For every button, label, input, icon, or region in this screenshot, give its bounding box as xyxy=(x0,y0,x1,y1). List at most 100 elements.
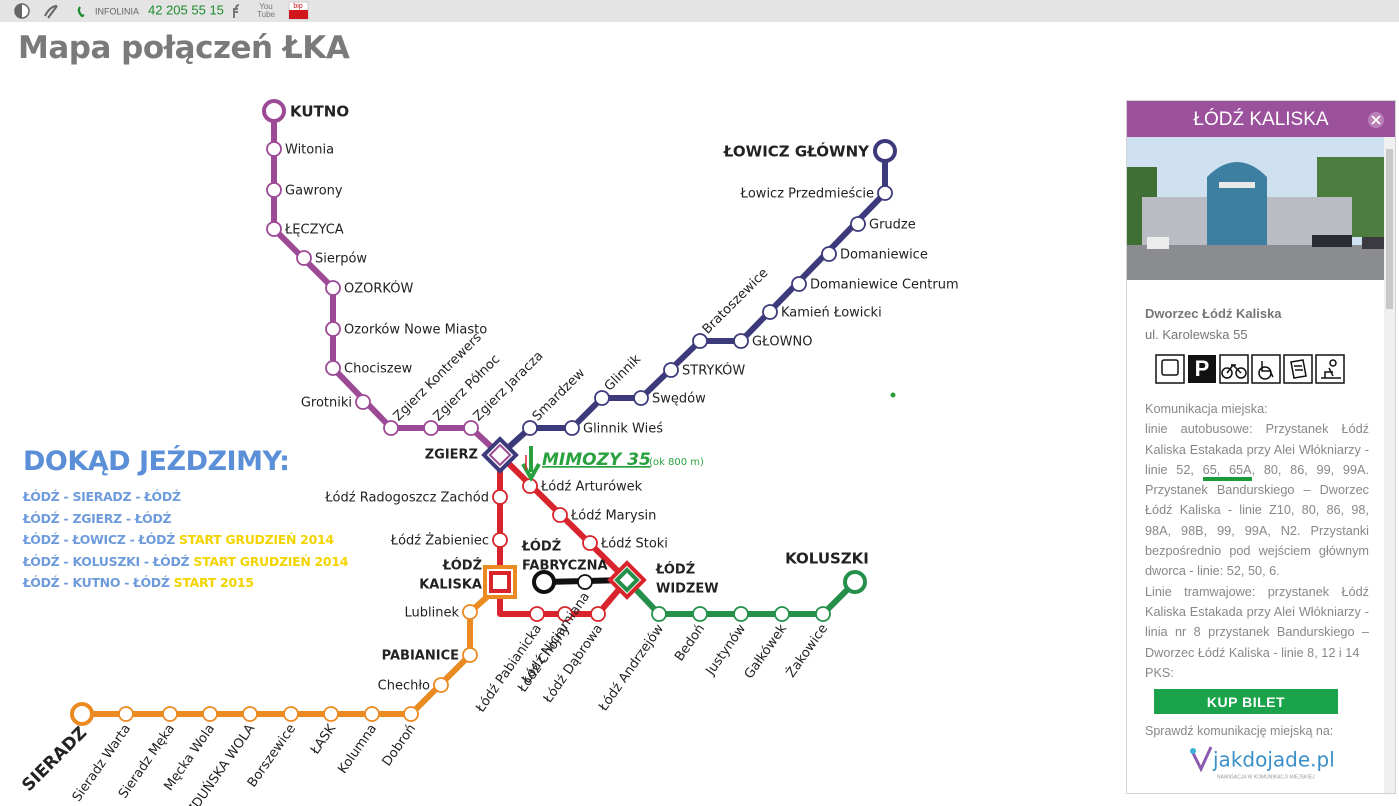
service-desk xyxy=(1321,367,1341,379)
car xyxy=(1362,237,1386,249)
station-label: Łódź Stoki xyxy=(600,537,668,552)
station xyxy=(202,706,218,722)
bus-icon xyxy=(1155,354,1185,384)
glass-entrance xyxy=(1207,162,1267,247)
bus-highlight: 65, 65A xyxy=(1202,462,1252,481)
station-label: Łowicz Przedmieście xyxy=(740,187,874,202)
terminal-station xyxy=(262,99,286,123)
station-label: Łódź Radogoszcz Zachód xyxy=(324,491,489,506)
bike-wheel xyxy=(1221,367,1233,379)
station xyxy=(323,706,339,722)
parking-letter: P xyxy=(1195,356,1210,381)
station-label: Gawrony xyxy=(285,184,343,199)
hub-label: ŁÓDŹ xyxy=(521,539,561,555)
youtube-icon-top[interactable]: You xyxy=(259,2,273,11)
route-note: START GRUDZIEŃ 2014 xyxy=(193,553,349,569)
station-label: Kolumna xyxy=(335,722,380,777)
route: ŁÓDŹ - SIERADZ - ŁÓDŹ xyxy=(23,489,348,511)
wheelchair-body xyxy=(1261,361,1274,378)
infoline-label: INFOLINIA xyxy=(95,6,139,16)
ticket-icon xyxy=(1283,354,1313,384)
jakdojade-logo[interactable]: jakdojade.pl NAWIGACJA W KOMUNIKACJI MIE… xyxy=(1187,743,1347,783)
bike-frame xyxy=(1226,363,1242,374)
station-label: Łódź Marysin xyxy=(570,509,656,524)
route: ŁÓDŹ - ZGIERZ - ŁÓDŹ xyxy=(23,511,348,533)
car xyxy=(1147,237,1169,249)
station xyxy=(663,362,679,378)
hub-zgierz xyxy=(481,436,519,474)
route: ŁÓDŹ - ŁOWICZ - ŁÓDŹ START GRUDZIEŃ 2014 xyxy=(23,532,348,554)
station xyxy=(462,647,478,663)
station xyxy=(552,507,568,523)
station-label: Sierpów xyxy=(315,252,367,267)
facebook-icon[interactable] xyxy=(233,4,240,18)
route-name: ŁÓDŹ - ŁOWICZ - ŁÓDŹ xyxy=(23,532,175,547)
station xyxy=(266,221,282,237)
route-note: START GRUDZIEŃ 2014 xyxy=(179,532,334,547)
station xyxy=(529,606,545,622)
infoline-phone: 42 205 55 15 xyxy=(148,2,224,17)
scrollbar[interactable] xyxy=(1384,137,1395,793)
bus-info: linie autobusowe: Przystanek Łódź Kalisk… xyxy=(1145,419,1369,581)
contrast-icon-half xyxy=(15,4,22,18)
station-label: Chociszew xyxy=(344,362,413,377)
station-label: Kamień Łowicki xyxy=(781,306,882,321)
station xyxy=(791,276,807,292)
annotation-label: MIMOZY 35 xyxy=(542,450,651,470)
transit-map: ZGIERZ ŁÓDŹ KALISKA ŁÓDŹ FABRYCZNA ŁÓDŹ WIDZEW… xyxy=(18,99,959,806)
transport-info: Komunikacja miejska: linie autobusowe: P… xyxy=(1145,399,1369,683)
station xyxy=(242,706,258,722)
close-button[interactable] xyxy=(1365,109,1387,131)
station xyxy=(762,304,778,320)
station-label: Bedoń xyxy=(672,622,708,664)
station-label: OZORKÓW xyxy=(344,281,413,297)
check-text: Sprawdź komunikację miejską na: xyxy=(1145,724,1334,738)
route: ŁÓDŹ - KUTNO - ŁÓDŹ START 2015 xyxy=(23,575,348,597)
wheelchair-wheel xyxy=(1258,366,1272,380)
station xyxy=(383,420,399,436)
bus-shape xyxy=(1161,359,1179,376)
route-name: ŁÓDŹ - SIERADZ - ŁÓDŹ xyxy=(23,489,181,504)
station xyxy=(325,360,341,376)
station-address: ul. Karolewska 55 xyxy=(1145,327,1248,342)
station-label: Lublinek xyxy=(405,606,460,621)
station xyxy=(692,606,708,622)
station-label: ŁOWICZ GŁÓWNY xyxy=(723,142,870,161)
route: ŁÓDŹ - KOLUSZKI - ŁÓDŹ START GRUDZIEŃ 20… xyxy=(23,554,348,576)
scroll-thumb[interactable] xyxy=(1386,149,1393,309)
station xyxy=(433,677,449,693)
station-label: Smardzew xyxy=(530,366,589,425)
station-label: Ozorków Nowe Miasto xyxy=(344,323,487,338)
route-name: ŁÓDŹ - ZGIERZ - ŁÓDŹ xyxy=(23,510,172,526)
road xyxy=(1127,245,1386,280)
destinations-title: DOKĄD JEŹDZIMY: xyxy=(23,446,290,477)
youtube-icon-bottom[interactable]: Tube xyxy=(257,10,275,19)
terminal-station xyxy=(843,570,867,594)
bip-text[interactable]: bip xyxy=(293,3,302,10)
logo-text[interactable]: jakdojade.pl xyxy=(1212,748,1335,772)
route-name: ŁÓDŹ - KUTNO - ŁÓDŹ xyxy=(23,575,170,590)
entrance-sign xyxy=(1219,182,1255,188)
station xyxy=(577,574,593,590)
station xyxy=(633,390,649,406)
station-label: Domaniewice xyxy=(840,248,928,263)
station-label: Dobroń xyxy=(380,722,420,769)
station xyxy=(325,321,341,337)
station-label: PABIANICE xyxy=(382,649,459,664)
panel-header: ŁÓDŹ KALISKA xyxy=(1127,101,1395,137)
station xyxy=(877,185,893,201)
station xyxy=(266,141,282,157)
station-label: ŁĘCZYCA xyxy=(284,223,344,238)
tram-info: Linie tramwajowe: przystanek Łódź Kalisk… xyxy=(1145,584,1369,660)
station xyxy=(594,390,610,406)
top-bar: INFOLINIA 42 205 55 15 You Tube bip xyxy=(0,0,1399,22)
pks-info: PKS: xyxy=(1145,665,1174,680)
station xyxy=(283,706,299,722)
station-label: Grudze xyxy=(869,218,916,233)
top-bar-icons: INFOLINIA 42 205 55 15 You Tube bip xyxy=(14,1,309,20)
buy-ticket-button[interactable]: KUP BILET xyxy=(1154,689,1338,714)
station xyxy=(850,216,866,232)
hearing-icon[interactable] xyxy=(44,5,58,19)
station xyxy=(522,420,538,436)
